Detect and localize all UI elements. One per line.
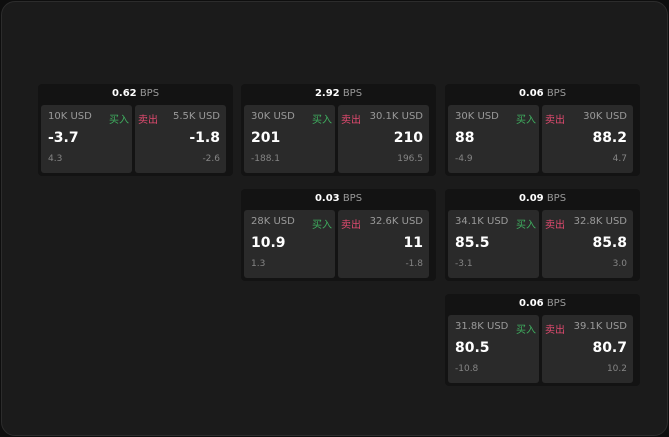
spread-value: 0.09 — [518, 193, 544, 204]
sell-size: 5.5K USD — [172, 111, 220, 122]
spread-value: 2.92 — [314, 88, 340, 99]
spread-value: 0.03 — [314, 193, 340, 204]
sell-price: 85.8 — [592, 235, 627, 251]
buy-price: 201 — [251, 130, 281, 146]
quote-widget: 0.62 BPS 10K USD 买入 -3.7 4.3 卖出 5.5K USD… — [38, 84, 233, 176]
sell-price: 210 — [393, 130, 423, 146]
spread-unit: BPS — [139, 88, 160, 99]
buy-sub-value: -10.8 — [455, 364, 479, 374]
buy-size: 28K USD — [251, 216, 295, 227]
spread-unit: BPS — [546, 193, 567, 204]
sell-button[interactable]: 卖出 30K USD 88.2 4.7 — [542, 105, 633, 173]
buy-sub-value: -188.1 — [251, 154, 281, 164]
sell-button[interactable]: 卖出 5.5K USD -1.8 -2.6 — [135, 105, 226, 173]
buy-label: 买入 — [312, 115, 332, 126]
sell-label: 卖出 — [341, 220, 361, 231]
sell-size: 30K USD — [583, 111, 627, 122]
sell-label: 卖出 — [341, 115, 361, 126]
spread-unit: BPS — [342, 88, 363, 99]
sell-label: 卖出 — [545, 220, 565, 231]
buy-sub-value: -4.9 — [455, 154, 473, 164]
buy-button[interactable]: 34.1K USD 买入 85.5 -3.1 — [448, 210, 539, 278]
sell-button[interactable]: 卖出 32.8K USD 85.8 3.0 — [542, 210, 633, 278]
buy-button[interactable]: 30K USD 买入 201 -188.1 — [244, 105, 335, 173]
buy-label: 买入 — [516, 115, 536, 126]
sell-size: 39.1K USD — [573, 321, 627, 332]
buy-price: 85.5 — [455, 235, 490, 251]
sell-size: 32.8K USD — [573, 216, 627, 227]
quote-widget: 2.92 BPS 30K USD 买入 201 -188.1 卖出 30.1K … — [241, 84, 436, 176]
sell-sub-value: 4.7 — [612, 154, 627, 164]
spread-header: 0.06 BPS — [445, 294, 640, 314]
sell-button[interactable]: 卖出 39.1K USD 80.7 10.2 — [542, 315, 633, 383]
quote-widget: 0.09 BPS 34.1K USD 买入 85.5 -3.1 卖出 32.8K… — [445, 189, 640, 281]
buy-size: 10K USD — [48, 111, 92, 122]
quote-widget: 0.06 BPS 31.8K USD 买入 80.5 -10.8 卖出 39.1… — [445, 294, 640, 386]
sell-size: 30.1K USD — [369, 111, 423, 122]
buy-label: 买入 — [312, 220, 332, 231]
buy-button[interactable]: 10K USD 买入 -3.7 4.3 — [41, 105, 132, 173]
sell-button[interactable]: 卖出 30.1K USD 210 196.5 — [338, 105, 429, 173]
sell-label: 卖出 — [138, 115, 158, 126]
sell-sub-value: 3.0 — [612, 259, 627, 269]
sell-price: 80.7 — [592, 340, 627, 356]
spread-value: 0.62 — [111, 88, 137, 99]
spread-header: 2.92 BPS — [241, 84, 436, 104]
buy-price: 10.9 — [251, 235, 286, 251]
buy-sub-value: 1.3 — [251, 259, 266, 269]
buy-size: 30K USD — [455, 111, 499, 122]
spread-value: 0.06 — [518, 88, 544, 99]
buy-button[interactable]: 28K USD 买入 10.9 1.3 — [244, 210, 335, 278]
spread-unit: BPS — [342, 193, 363, 204]
sell-price: -1.8 — [189, 130, 220, 146]
buy-sub-value: 4.3 — [48, 154, 63, 164]
buy-label: 买入 — [516, 325, 536, 336]
spread-header: 0.62 BPS — [38, 84, 233, 104]
spread-header: 0.09 BPS — [445, 189, 640, 209]
quote-widget: 0.06 BPS 30K USD 买入 88 -4.9 卖出 30K USD 8… — [445, 84, 640, 176]
sell-sub-value: -2.6 — [202, 154, 220, 164]
buy-price: 80.5 — [455, 340, 490, 356]
buy-button[interactable]: 31.8K USD 买入 80.5 -10.8 — [448, 315, 539, 383]
buy-sub-value: -3.1 — [455, 259, 473, 269]
sell-label: 卖出 — [545, 325, 565, 336]
sell-size: 32.6K USD — [369, 216, 423, 227]
spread-value: 0.06 — [518, 298, 544, 309]
buy-label: 买入 — [109, 115, 129, 126]
sell-sub-value: 10.2 — [606, 364, 627, 374]
spread-header: 0.06 BPS — [445, 84, 640, 104]
sell-sub-value: -1.8 — [405, 259, 423, 269]
sell-price: 88.2 — [592, 130, 627, 146]
spread-unit: BPS — [546, 88, 567, 99]
buy-price: -3.7 — [48, 130, 79, 146]
sell-button[interactable]: 卖出 32.6K USD 11 -1.8 — [338, 210, 429, 278]
spread-unit: BPS — [546, 298, 567, 309]
sell-price: 11 — [403, 235, 423, 251]
buy-size: 34.1K USD — [455, 216, 509, 227]
sell-label: 卖出 — [545, 115, 565, 126]
buy-label: 买入 — [516, 220, 536, 231]
buy-size: 31.8K USD — [455, 321, 509, 332]
buy-size: 30K USD — [251, 111, 295, 122]
buy-price: 88 — [455, 130, 475, 146]
buy-button[interactable]: 30K USD 买入 88 -4.9 — [448, 105, 539, 173]
spread-header: 0.03 BPS — [241, 189, 436, 209]
quote-widget: 0.03 BPS 28K USD 买入 10.9 1.3 卖出 32.6K US… — [241, 189, 436, 281]
sell-sub-value: 196.5 — [397, 154, 423, 164]
